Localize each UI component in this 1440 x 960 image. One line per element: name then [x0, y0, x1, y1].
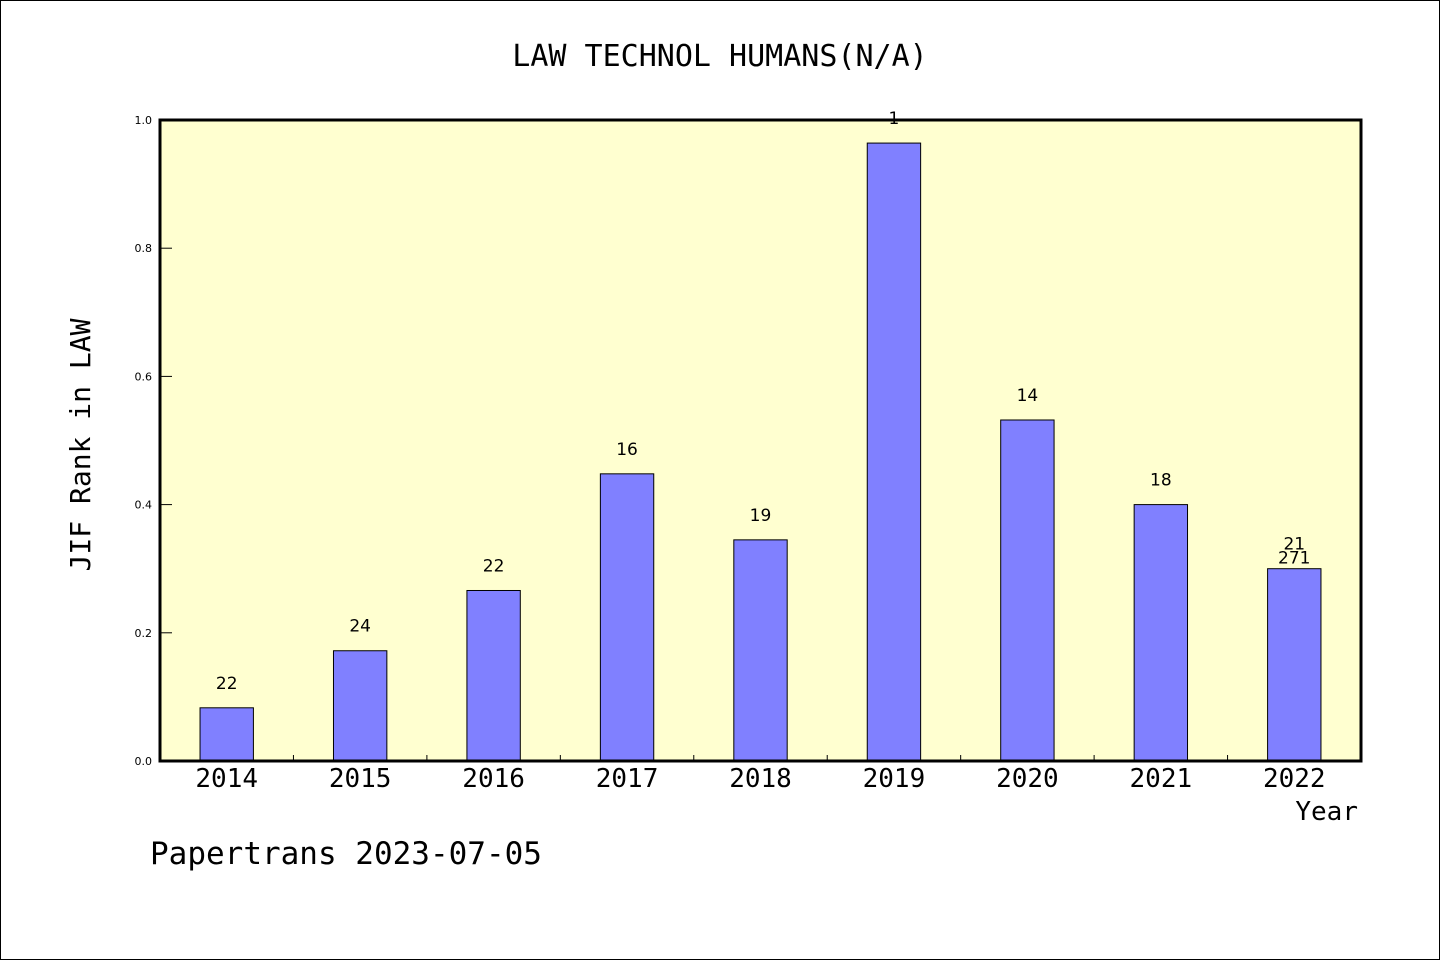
bar-value-label: 16 — [616, 440, 638, 460]
y-tick-label: 0.6 — [135, 370, 153, 383]
bar-2021 — [1133, 504, 1189, 762]
plot-border — [158, 118, 1363, 763]
x-tick-label: 2016 — [462, 764, 525, 794]
bar-2016 — [466, 589, 521, 762]
bar-2017 — [599, 473, 655, 762]
chart-title: LAW TECHNOL HUMANS(N/A) — [512, 39, 927, 74]
x-tick-label: 2017 — [596, 764, 659, 794]
bar-2014 — [199, 707, 254, 762]
bar-value-label: 14 — [1017, 386, 1039, 406]
y-tick-label: 0.8 — [135, 242, 153, 255]
x-tick-label: 2022 — [1263, 764, 1326, 794]
y-tick-label: 1.0 — [135, 114, 153, 127]
bar-value-label: 22 — [216, 674, 238, 694]
y-tick-label: 0.2 — [135, 627, 153, 640]
bar-value-label: 24 — [349, 617, 371, 637]
y-axis-label: JIF Rank in LAW — [64, 318, 97, 571]
bar-value-label: 19 — [750, 506, 772, 526]
bar-value-label: 18 — [1150, 471, 1172, 491]
x-tick-label: 2014 — [195, 764, 258, 794]
bar-value-label: 21 — [1283, 535, 1305, 555]
y-tick-label: 0.4 — [135, 499, 153, 512]
y-tick-label: 0.0 — [135, 755, 153, 768]
x-tick-label: 2018 — [729, 764, 792, 794]
x-tick-label: 2015 — [329, 764, 392, 794]
bar-2022 — [1267, 568, 1322, 762]
bars-group — [199, 142, 1322, 762]
bar-value-label: 22 — [483, 556, 505, 576]
x-tick-label: 2019 — [863, 764, 926, 794]
x-axis: 2014 2015 2016 2017 2018 2019 2020 2021 2022 — [195, 755, 1326, 794]
y-axis: 0.0 0.2 0.4 0.6 0.8 1.0 — [135, 114, 172, 768]
x-tick-label: 2020 — [996, 764, 1059, 794]
bar-2018 — [733, 539, 788, 762]
bar-2020 — [1000, 419, 1055, 762]
bar-2019 — [866, 142, 922, 762]
bar-2015 — [332, 650, 388, 762]
x-tick-label: 2021 — [1130, 764, 1193, 794]
x-axis-label: Year — [1295, 797, 1358, 827]
bar-value-label: 271 — [1278, 549, 1310, 569]
footer-text: Papertrans 2023-07-05 — [150, 836, 542, 872]
